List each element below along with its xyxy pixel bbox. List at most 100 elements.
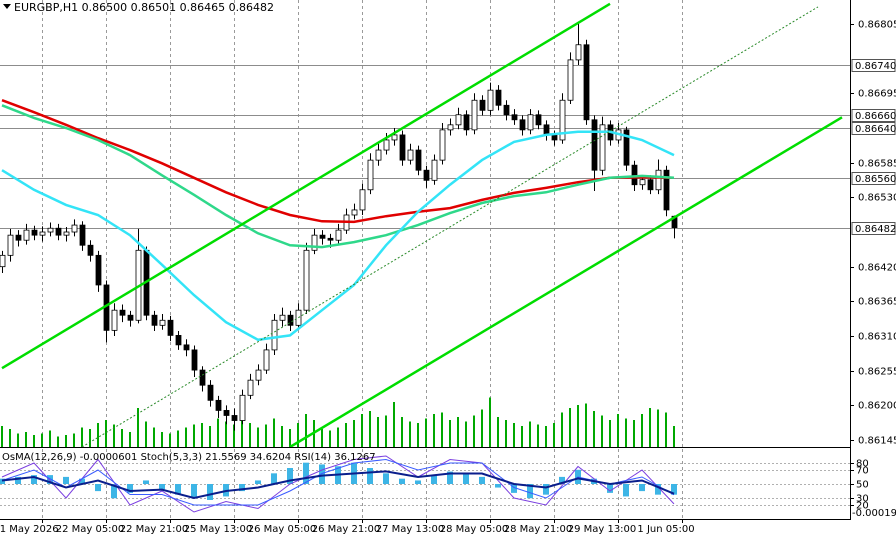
candle-body xyxy=(407,149,414,161)
candle-body xyxy=(575,44,582,61)
volume-bar xyxy=(201,423,203,447)
candle-body xyxy=(255,369,262,381)
volume-bar xyxy=(657,409,659,447)
level-box xyxy=(851,222,896,235)
candle-body xyxy=(495,89,502,106)
candle-body xyxy=(471,99,478,131)
x-tick-label: 29 May 13:00 xyxy=(568,524,637,535)
osma-bar xyxy=(127,484,133,493)
y2-tick-label: 80 xyxy=(856,459,869,470)
candle-body xyxy=(431,159,438,181)
osma-bar xyxy=(303,462,309,484)
osma-bar xyxy=(31,475,37,484)
candle-body xyxy=(191,349,198,371)
candle-body xyxy=(559,99,566,141)
y-tick-label: 0.86200 xyxy=(858,401,896,412)
candle-body xyxy=(631,164,638,186)
volume-bar xyxy=(217,418,219,447)
candle-body xyxy=(175,335,182,346)
volume-bar xyxy=(425,418,427,447)
candle-body xyxy=(151,314,158,326)
candle-body xyxy=(63,231,70,236)
volume-bar xyxy=(265,424,267,447)
volume-bar xyxy=(305,414,307,447)
volume-bar xyxy=(9,429,11,447)
ma-line xyxy=(1,130,675,342)
candle-body xyxy=(519,119,526,131)
price-panel xyxy=(0,0,850,447)
osma-bar xyxy=(431,475,437,484)
osma-bar xyxy=(559,476,565,484)
candle-body xyxy=(223,410,230,416)
candle-body xyxy=(159,319,166,326)
volume-bar xyxy=(33,435,35,447)
osma-bar xyxy=(255,480,261,484)
x-tick-label: 26 May 05:00 xyxy=(248,524,317,535)
channel-line xyxy=(81,6,819,447)
candle-body xyxy=(463,114,470,131)
volume-bar xyxy=(121,429,123,447)
candle-body xyxy=(31,229,38,236)
volume-bar xyxy=(497,417,499,447)
osma-bar xyxy=(239,484,245,492)
volume-bar xyxy=(385,415,387,447)
candle-body xyxy=(207,384,214,401)
y-tick-label: 0.86365 xyxy=(858,297,896,308)
x-tick-label: 21 May 2026 xyxy=(0,524,59,535)
osma-bar xyxy=(95,484,101,492)
candle-body xyxy=(319,234,326,239)
volume-bar xyxy=(241,420,243,447)
osma-bar xyxy=(143,480,149,484)
ma-line xyxy=(1,99,675,224)
volume-bar xyxy=(345,423,347,447)
volume-bar xyxy=(153,427,155,447)
volume-bar xyxy=(209,426,211,447)
candle-body xyxy=(383,139,390,151)
volume-bar xyxy=(633,420,635,447)
osma-bar xyxy=(47,475,53,484)
volume-bar xyxy=(65,435,67,447)
volume-bar xyxy=(609,420,611,447)
candle-body xyxy=(79,224,86,246)
candle-body xyxy=(239,394,246,421)
volume-bar xyxy=(161,432,163,447)
volume-bar xyxy=(545,426,547,447)
candle-body xyxy=(55,227,62,236)
volume-bar xyxy=(361,414,363,447)
indicator-line xyxy=(1,458,675,506)
candle-body xyxy=(535,114,542,126)
candle-body xyxy=(391,134,398,141)
candle-body xyxy=(423,169,430,181)
candle-body xyxy=(647,179,654,191)
osma-bar xyxy=(319,464,325,484)
osma-bar xyxy=(463,473,469,484)
y2-tick-label: 50 xyxy=(856,480,869,491)
y-tick-label: 0.86805 xyxy=(858,20,896,31)
candle-body xyxy=(111,309,118,331)
volume-bar xyxy=(521,426,523,447)
volume-bar xyxy=(665,412,667,447)
volume-bar xyxy=(569,408,571,447)
volume-bar xyxy=(137,408,139,447)
candle-body xyxy=(311,234,318,251)
candle-body xyxy=(455,114,462,126)
candle-body xyxy=(231,415,238,421)
volume-bar xyxy=(585,403,587,447)
osma-bar xyxy=(607,484,613,493)
candle-body xyxy=(335,229,342,241)
volume-bar xyxy=(441,412,443,447)
symbol-marker xyxy=(3,4,11,9)
candle-body xyxy=(303,249,310,311)
level-box xyxy=(851,59,896,72)
candle-body xyxy=(567,59,574,101)
volume-bar xyxy=(193,424,195,447)
level-box xyxy=(851,122,896,135)
volume-bar xyxy=(673,426,675,447)
candle-body xyxy=(95,254,102,286)
level-label: 0.86660 xyxy=(855,111,896,122)
volume-bar xyxy=(105,420,107,447)
volume-bar xyxy=(257,427,259,447)
candle-body xyxy=(215,399,222,411)
